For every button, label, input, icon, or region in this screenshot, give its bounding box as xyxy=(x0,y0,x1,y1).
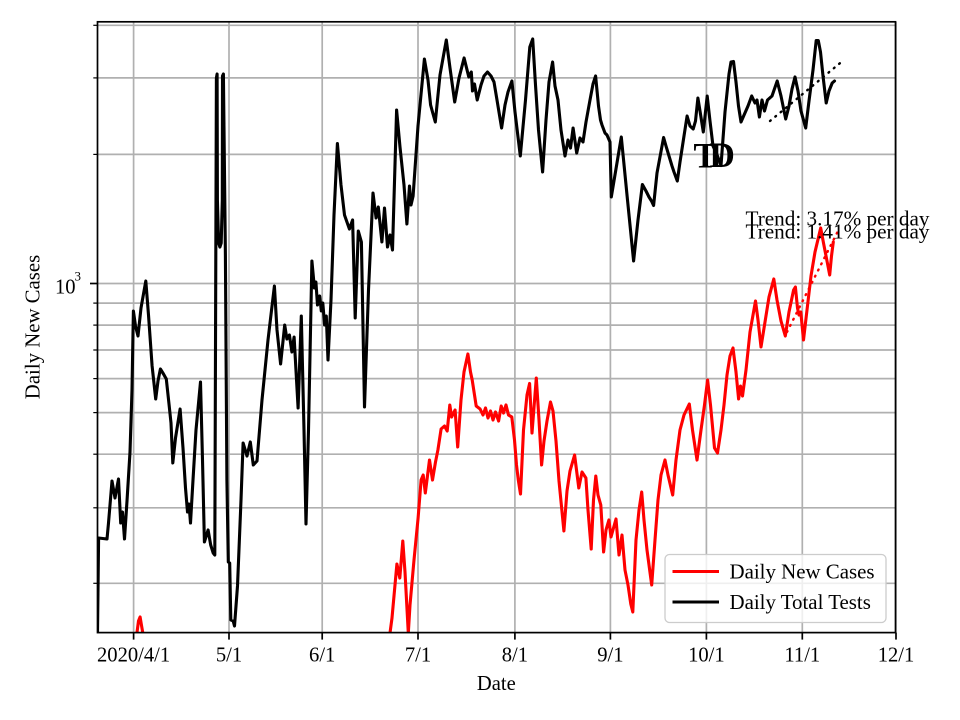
svg-text:11/1: 11/1 xyxy=(784,645,820,667)
svg-text:8/1: 8/1 xyxy=(502,645,528,667)
svg-text:12/1: 12/1 xyxy=(878,645,915,667)
svg-text:Date: Date xyxy=(477,673,516,695)
svg-text:D: D xyxy=(709,135,735,175)
svg-text:7/1: 7/1 xyxy=(405,645,431,667)
svg-text:2020/4/1: 2020/4/1 xyxy=(97,645,170,667)
svg-text:5/1: 5/1 xyxy=(216,645,242,667)
svg-text:3: 3 xyxy=(75,269,82,284)
svg-text:10/1: 10/1 xyxy=(688,645,725,667)
svg-text:Trend: 3.17% per day: Trend: 3.17% per day xyxy=(746,207,930,231)
svg-text:Trend: 1.41% per day: Trend: 1.41% per day xyxy=(746,220,930,244)
svg-text:9/1: 9/1 xyxy=(597,645,623,667)
svg-text:Daily Total Tests: Daily Total Tests xyxy=(730,590,871,614)
svg-text:Daily New Cases: Daily New Cases xyxy=(730,560,875,584)
svg-text:Daily New Cases: Daily New Cases xyxy=(22,255,45,399)
svg-text:T: T xyxy=(694,136,718,176)
svg-text:10: 10 xyxy=(55,277,76,299)
svg-text:6/1: 6/1 xyxy=(309,645,335,667)
